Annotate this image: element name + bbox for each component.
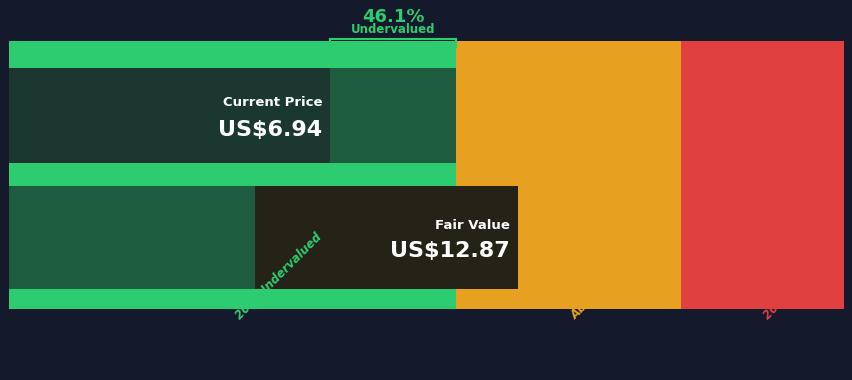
Bar xyxy=(9,41,455,309)
Text: Fair Value: Fair Value xyxy=(435,219,509,232)
Text: US$12.87: US$12.87 xyxy=(390,241,509,261)
Bar xyxy=(455,41,681,309)
Text: 46.1%: 46.1% xyxy=(361,8,423,26)
Bar xyxy=(681,41,843,309)
Bar xyxy=(255,186,518,289)
Bar xyxy=(9,163,455,186)
Text: 20% Undervalued: 20% Undervalued xyxy=(233,231,324,322)
Text: 20% Overvalued: 20% Overvalued xyxy=(760,237,845,322)
Bar xyxy=(9,68,330,163)
Text: Current Price: Current Price xyxy=(222,96,321,109)
Text: US$6.94: US$6.94 xyxy=(217,120,321,139)
Bar xyxy=(9,41,455,68)
Text: Undervalued: Undervalued xyxy=(350,23,435,36)
Text: About Right: About Right xyxy=(568,257,633,322)
Bar xyxy=(9,289,455,309)
